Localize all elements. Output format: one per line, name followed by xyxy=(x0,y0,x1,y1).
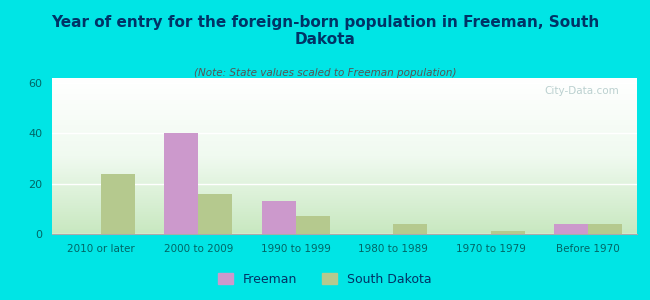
Bar xyxy=(588,224,623,234)
Text: Year of entry for the foreign-born population in Freeman, South
Dakota: Year of entry for the foreign-born popul… xyxy=(51,15,599,47)
Bar xyxy=(296,216,330,234)
Text: (Note: State values scaled to Freeman population): (Note: State values scaled to Freeman po… xyxy=(194,68,456,77)
Bar xyxy=(164,134,198,234)
Bar xyxy=(554,224,588,234)
Text: City-Data.com: City-Data.com xyxy=(545,86,619,96)
Bar xyxy=(198,194,233,234)
Bar xyxy=(393,224,428,234)
Bar xyxy=(491,232,525,234)
Bar xyxy=(101,174,135,234)
Bar xyxy=(261,201,296,234)
Legend: Freeman, South Dakota: Freeman, South Dakota xyxy=(213,268,437,291)
